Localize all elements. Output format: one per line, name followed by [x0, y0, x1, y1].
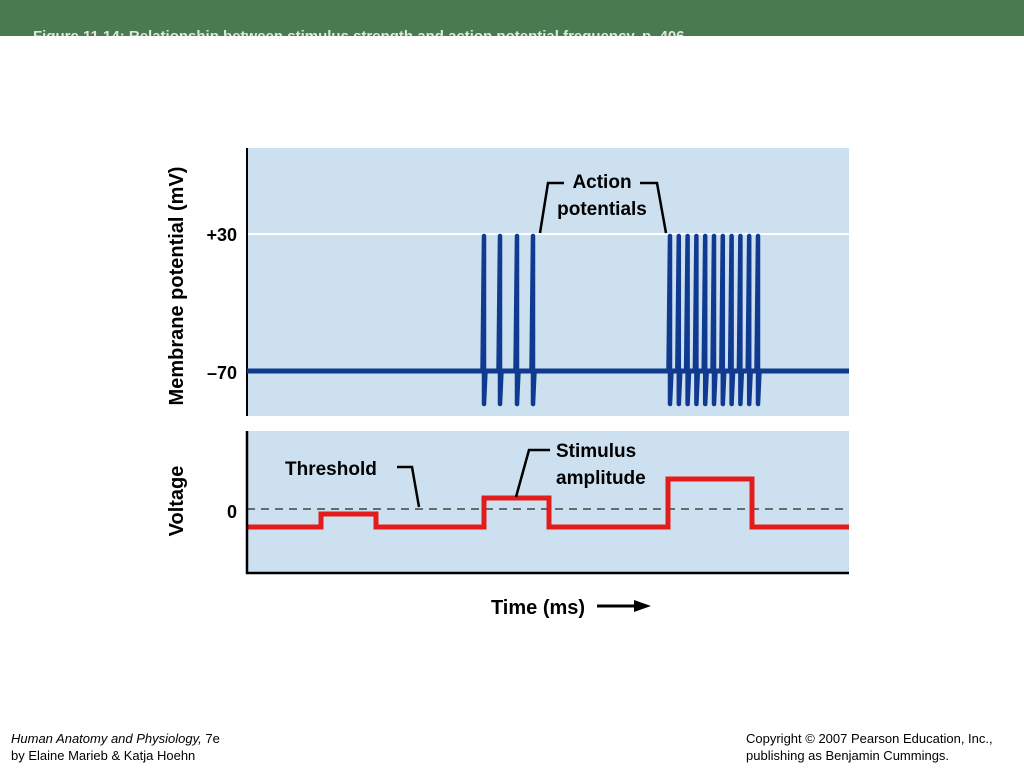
footer-publisher-line: publishing as Benjamin Cummings. [746, 748, 950, 763]
action-potentials-label-line1: Action [572, 172, 631, 193]
footer-edition: 7e [201, 731, 220, 746]
action-potential-spike [683, 233, 692, 407]
tick-label-zero: 0 [227, 502, 237, 522]
stimulus-amplitude-label-line1: Stimulus [556, 441, 636, 462]
voltage-axis-title: Voltage [166, 466, 188, 537]
action-potential-spike [754, 233, 762, 407]
footer-authors: by Elaine Marieb & Katja Hoehn [11, 748, 196, 763]
action-potentials-bracket-right [640, 181, 668, 234]
tick-label-plus30: +30 [206, 225, 237, 245]
membrane-potential-axis-title: Membrane potential (mV) [166, 167, 188, 406]
action-potential-spike [666, 233, 674, 407]
figure-title: Figure 11.14: Relationship between stimu… [33, 28, 689, 36]
action-potential-spike [745, 233, 753, 407]
action-potential-spike [727, 233, 736, 407]
action-potentials-bracket-left [538, 181, 564, 234]
time-axis-title: Time (ms) [491, 597, 585, 619]
threshold-label: Threshold [285, 459, 377, 480]
action-potential-spike [710, 233, 718, 407]
tick-label-minus70: –70 [207, 363, 237, 383]
footer-copyright-line: Copyright © 2007 Pearson Education, Inc.… [746, 731, 993, 746]
stimulus-amplitude-leader-line [514, 448, 550, 498]
action-potential-spike [529, 233, 537, 407]
action-potential-spike [513, 233, 521, 407]
footer-copyright: Copyright © 2007 Pearson Education, Inc.… [746, 730, 993, 764]
action-potential-spike [719, 233, 727, 407]
action-potentials-label-line2: potentials [557, 199, 647, 220]
threshold-leader-line [397, 465, 421, 508]
stimulus-axes [245, 431, 849, 575]
footer-book-title: Human Anatomy and Physiology, [11, 731, 202, 746]
action-potential-spike [675, 233, 683, 407]
action-potential-spikes [480, 233, 762, 407]
footer-book-credit: Human Anatomy and Physiology, 7e by Elai… [11, 730, 220, 764]
action-potential-spike [496, 233, 504, 407]
action-potential-spike [736, 233, 745, 407]
action-potential-spike [692, 233, 701, 407]
header-bar: Figure 11.14: Relationship between stimu… [0, 0, 1024, 36]
action-potential-spike [701, 233, 709, 407]
stimulus-trace [247, 476, 849, 530]
time-arrow-head [634, 600, 651, 612]
action-potential-spike [480, 233, 488, 407]
footer-book-line: Human Anatomy and Physiology, 7e [11, 730, 220, 747]
stimulus-amplitude-label-line2: amplitude [556, 468, 646, 489]
